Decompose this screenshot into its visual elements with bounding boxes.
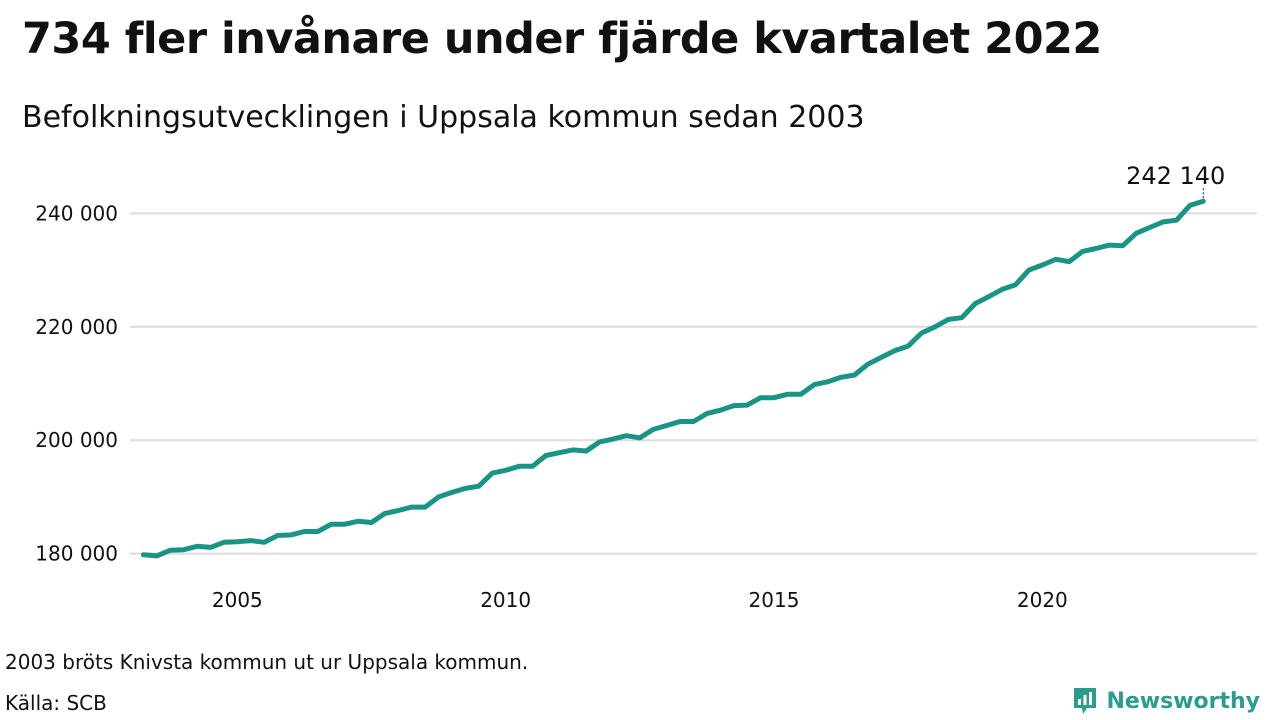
x-axis-tick-labels: 2005 2010 2015 2020 <box>212 588 1068 612</box>
newsworthy-logo-icon <box>1074 688 1097 714</box>
end-value-label: 242 140 <box>1126 162 1225 190</box>
y-axis-tick-labels: 180 000 200 000 220 000 240 000 <box>35 201 118 565</box>
grid-lines <box>130 212 1257 555</box>
x-tick-label: 2005 <box>212 588 263 612</box>
x-tick-label: 2015 <box>749 588 800 612</box>
footnote: 2003 bröts Knivsta kommun ut ur Uppsala … <box>5 650 529 674</box>
x-tick-label: 2010 <box>480 588 531 612</box>
series-layer <box>140 198 1206 559</box>
chart-subtitle: Befolkningsutvecklingen i Uppsala kommun… <box>22 100 865 135</box>
series-line <box>140 198 1206 559</box>
line-chart: 180 000 200 000 220 000 240 000 2005 2010 201… <box>35 162 1257 612</box>
x-tick-label: 2020 <box>1017 588 1068 612</box>
chart-title: 734 fler invånare under fjärde kvartalet… <box>22 14 1102 64</box>
y-tick-label: 200 000 <box>35 428 118 452</box>
source-label: Källa: SCB <box>5 691 107 715</box>
y-tick-label: 240 000 <box>35 201 118 225</box>
y-tick-label: 220 000 <box>35 315 118 339</box>
end-annotation: 242 140 <box>1126 162 1225 199</box>
brand-name: Newsworthy <box>1106 688 1260 714</box>
brand-logo: Newsworthy <box>1072 686 1260 716</box>
y-tick-label: 180 000 <box>35 542 118 566</box>
